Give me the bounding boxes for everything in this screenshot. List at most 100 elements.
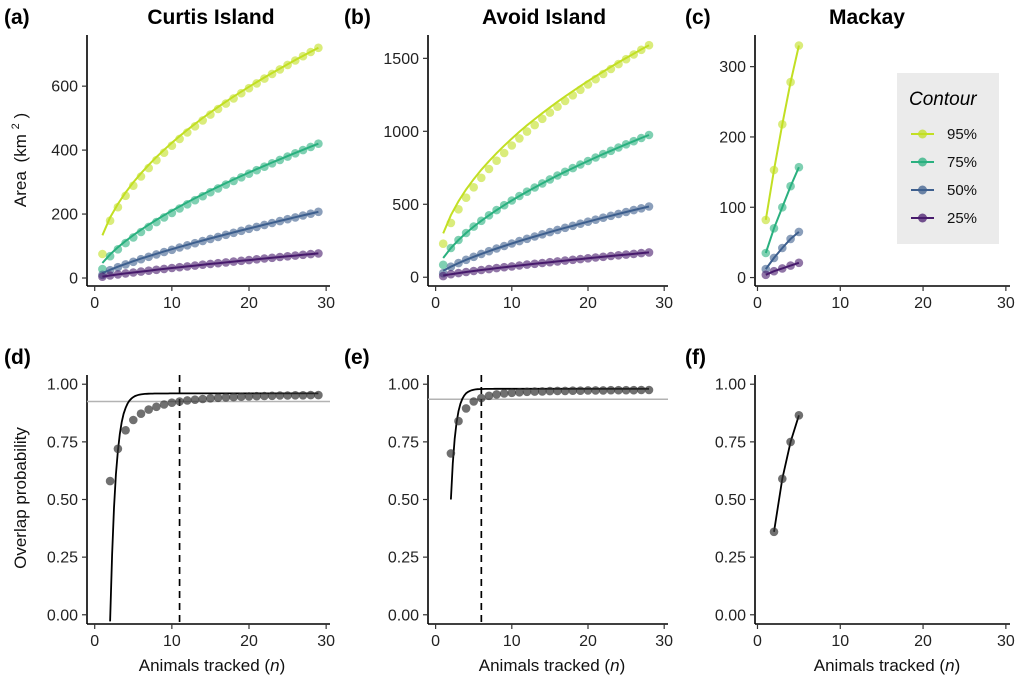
data-point-50 (190, 238, 200, 248)
data-point-50 (499, 241, 509, 251)
data-point-50 (144, 252, 153, 262)
y-tick-label: 400 (51, 143, 78, 160)
data-point (591, 386, 600, 395)
x-tick-label: 30 (997, 295, 1015, 312)
data-point-25 (113, 270, 123, 279)
y-axis-title-area-close: ) (11, 113, 30, 119)
data-point-95 (614, 59, 623, 69)
data-point-75 (492, 205, 501, 215)
data-point (538, 387, 547, 396)
panel-title-a: Curtis Island (147, 6, 274, 29)
data-point-75 (553, 171, 562, 180)
data-point-50 (637, 204, 646, 213)
y-tick-label: 1.00 (47, 377, 78, 394)
data-point-75 (306, 142, 316, 152)
data-point (213, 393, 223, 403)
data-point-25 (206, 259, 215, 269)
legend-items: 95% 75% 50% 25% (911, 126, 977, 227)
x-tick-label: 10 (163, 295, 181, 312)
data-point (291, 391, 300, 400)
data-point-25 (484, 264, 494, 274)
data-point (637, 385, 646, 395)
data-point-50 (614, 209, 623, 219)
data-point (306, 390, 316, 400)
y-tick-label: 0.75 (47, 434, 78, 451)
panel-title-c: Mackay (829, 6, 905, 29)
data-point-75 (637, 133, 646, 143)
x-axis-title-f: Animals tracked (n) (814, 656, 960, 675)
data-point-95 (175, 134, 184, 144)
data-point-95 (144, 163, 153, 173)
data-point-25 (183, 262, 192, 271)
data-point-50 (446, 262, 456, 272)
data-point-75 (484, 211, 494, 220)
y-tick-label: 0.25 (47, 550, 78, 567)
data-point-95 (492, 156, 501, 165)
data-point-25 (761, 270, 771, 280)
data-point-75 (159, 213, 169, 222)
data-point-25 (591, 253, 600, 262)
data-point-25 (786, 261, 795, 270)
data-point-75 (499, 200, 509, 210)
data-point-25 (568, 255, 578, 265)
data-point-50 (507, 239, 517, 248)
data-point-75 (221, 180, 231, 189)
data-point-25 (314, 249, 323, 258)
data-point-25 (492, 263, 501, 273)
y-tick-label: 0.50 (388, 492, 419, 509)
data-point-25 (477, 265, 486, 275)
data-point (583, 386, 593, 395)
data-point-25 (283, 251, 292, 261)
data-point-25 (522, 260, 532, 269)
series-line-95 (764, 45, 800, 221)
data-point-25 (538, 258, 547, 268)
data-point (446, 449, 456, 458)
data-point-75 (291, 149, 300, 158)
data-point-25 (530, 259, 539, 269)
data-point-25 (175, 262, 184, 272)
y-tick-label: 0.00 (47, 607, 78, 624)
data-point-75 (530, 183, 539, 192)
data-point-50 (244, 224, 254, 234)
x-tick-label: 0 (431, 295, 440, 312)
data-point-95 (306, 47, 316, 57)
x-axis-title-close: ) (280, 656, 286, 675)
data-point-50 (786, 234, 795, 244)
x-axis-title-close: ) (620, 656, 626, 675)
data-point-50 (129, 257, 138, 267)
data-point-50 (121, 260, 130, 269)
data-point-25 (629, 249, 638, 259)
data-point (644, 385, 654, 395)
data-point-75 (237, 173, 246, 182)
data-point-25 (144, 266, 153, 276)
data-point (244, 392, 254, 401)
x-axis-title-var: n (610, 656, 619, 675)
data-point-50 (152, 250, 161, 259)
data-point-95 (252, 79, 261, 88)
y-tick-label: 0.75 (388, 434, 419, 451)
data-point-25 (159, 264, 169, 274)
y-tick-label: 300 (719, 59, 746, 76)
data-point (560, 386, 570, 396)
x-axis-title-main: Animals tracked ( (479, 656, 611, 675)
data-point-50 (183, 241, 192, 250)
data-point (105, 476, 115, 486)
data-point (461, 404, 471, 413)
data-point-50 (167, 245, 177, 255)
y-axis-title-area-sup: 2 (10, 123, 22, 129)
legend-title: Contour (909, 89, 977, 110)
data-point-75 (794, 162, 804, 172)
data-point (252, 391, 261, 401)
data-point-95 (522, 127, 532, 136)
data-point-95 (591, 74, 600, 84)
x-tick-label: 10 (503, 295, 521, 312)
data-point (237, 392, 246, 402)
panel-tag-b: (b) (344, 6, 371, 29)
x-axis-title-var: n (270, 656, 279, 675)
data-point-75 (136, 227, 146, 237)
data-point-75 (144, 222, 153, 232)
data-point (275, 391, 285, 400)
data-point-75 (576, 160, 585, 169)
data-point-75 (461, 228, 471, 238)
data-point (267, 391, 277, 401)
